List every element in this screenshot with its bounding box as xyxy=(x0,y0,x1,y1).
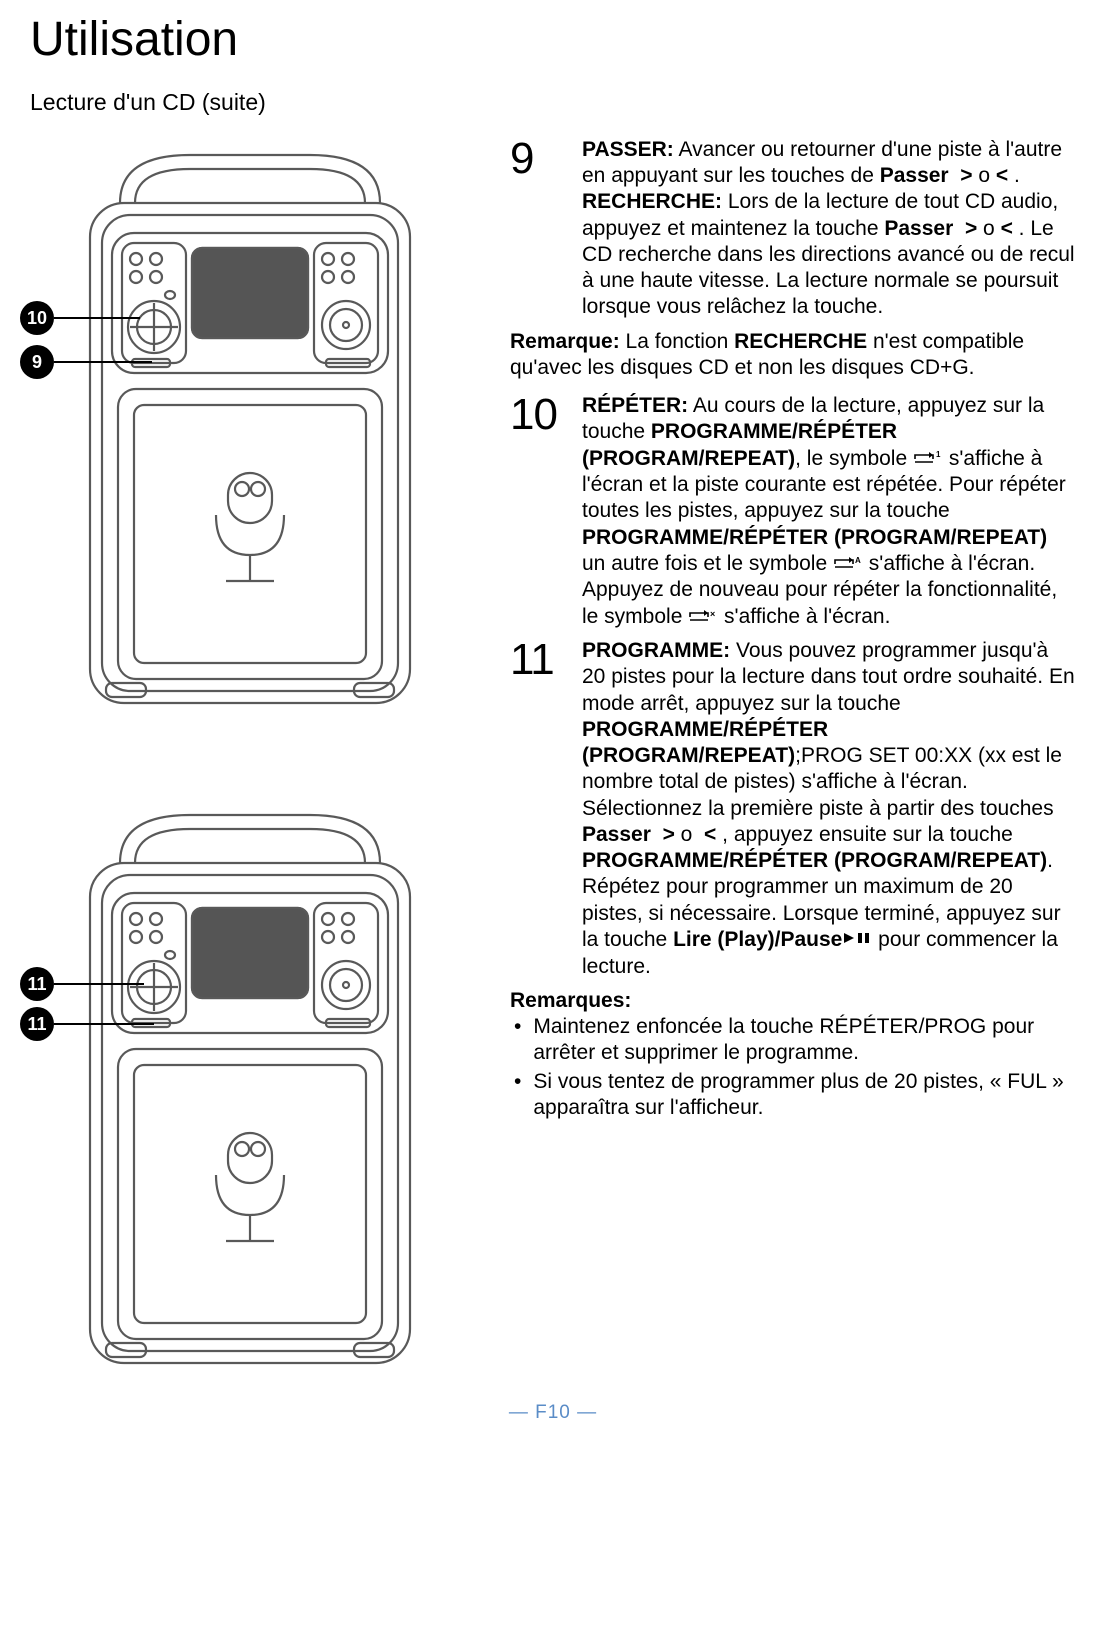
page-footer: — F10 — xyxy=(30,1401,1076,1425)
chevron-left-icon: < xyxy=(1001,217,1013,240)
bold-text: PROGRAMME/RÉPÉTER (PROGRAM/REPEAT) xyxy=(582,849,1047,872)
text: o xyxy=(973,164,996,187)
repeat-off-icon: × xyxy=(688,603,718,629)
repeat-1-icon: 1 xyxy=(913,445,943,471)
callout-line xyxy=(54,361,152,363)
note: Remarque: La fonction RECHERCHE n'est co… xyxy=(510,329,1076,382)
label: PROGRAMME: xyxy=(582,639,730,662)
callout-badge: 9 xyxy=(20,345,54,379)
text: un autre fois et le symbole xyxy=(582,552,833,575)
list-item: Maintenez enfoncée la touche RÉPÉTER/PRO… xyxy=(510,1014,1076,1067)
bold-text: Lire (Play)/Pause xyxy=(673,928,842,951)
text: Si vous tentez de programmer plus de 20 … xyxy=(533,1069,1076,1122)
step-number: 11 xyxy=(510,638,568,682)
callout-badge: 11 xyxy=(20,967,54,1001)
svg-text:A: A xyxy=(855,556,861,565)
text: o xyxy=(977,217,1000,240)
chevron-left-icon: < xyxy=(996,164,1008,187)
bold-text: Passer xyxy=(582,823,657,846)
label: PASSER: xyxy=(582,138,674,161)
text: , le symbole xyxy=(795,447,913,470)
note-label: Remarque: xyxy=(510,330,620,353)
svg-text:×: × xyxy=(710,609,715,619)
bold-text: Passer xyxy=(884,217,959,240)
remarks-list: Maintenez enfoncée la touche RÉPÉTER/PRO… xyxy=(510,1014,1076,1121)
callout-badge: 11 xyxy=(20,1007,54,1041)
page-title: Utilisation xyxy=(30,10,1076,70)
step-item: 9 PASSER: Avancer ou retourner d'une pis… xyxy=(510,137,1076,321)
text: Maintenez enfoncée la touche RÉPÉTER/PRO… xyxy=(533,1014,1076,1067)
bold-text: PROGRAMME/RÉPÉTER (PROGRAM/REPEAT) xyxy=(582,718,828,767)
page-subtitle: Lecture d'un CD (suite) xyxy=(30,88,1076,117)
bold-text: RECHERCHE xyxy=(734,330,867,353)
text: s'affiche à l'écran. xyxy=(718,605,890,628)
step-item: 11 PROGRAMME: Vous pouvez programmer jus… xyxy=(510,638,1076,980)
step-item: 10 RÉPÉTER: Au cours de la lecture, appu… xyxy=(510,393,1076,630)
text: . xyxy=(1008,164,1020,187)
chevron-right-icon: > xyxy=(954,164,972,187)
step-body: PASSER: Avancer ou retourner d'une piste… xyxy=(582,137,1076,321)
list-item: Si vous tentez de programmer plus de 20 … xyxy=(510,1069,1076,1122)
chevron-right-icon: > xyxy=(959,217,977,240)
device-illustration-top: 10 9 xyxy=(30,143,470,723)
callout-line xyxy=(54,983,144,985)
svg-text:1: 1 xyxy=(936,450,941,459)
label: RECHERCHE: xyxy=(582,190,722,213)
step-number: 9 xyxy=(510,137,568,181)
chevron-left-icon: < xyxy=(698,823,716,846)
callout-line xyxy=(54,317,140,319)
text: , appuyez ensuite sur la touche xyxy=(716,823,1013,846)
step-number: 10 xyxy=(510,393,568,437)
chevron-right-icon: > xyxy=(657,823,675,846)
text: o xyxy=(675,823,698,846)
repeat-all-icon: A xyxy=(833,550,863,576)
text: La fonction xyxy=(620,330,734,353)
label: RÉPÉTER: xyxy=(582,394,688,417)
remarks-title: Remarques: xyxy=(510,988,1076,1014)
bold-text: PROGRAMME/RÉPÉTER (PROGRAM/REPEAT) xyxy=(582,526,1047,549)
play-pause-icon xyxy=(842,926,872,952)
step-body: RÉPÉTER: Au cours de la lecture, appuyez… xyxy=(582,393,1076,630)
device-illustration-bottom: 11 11 xyxy=(30,803,470,1383)
callout-line xyxy=(54,1023,154,1025)
callout-badge: 10 xyxy=(20,301,54,335)
step-body: PROGRAMME: Vous pouvez programmer jusqu'… xyxy=(582,638,1076,980)
bold-text: Passer xyxy=(880,164,955,187)
